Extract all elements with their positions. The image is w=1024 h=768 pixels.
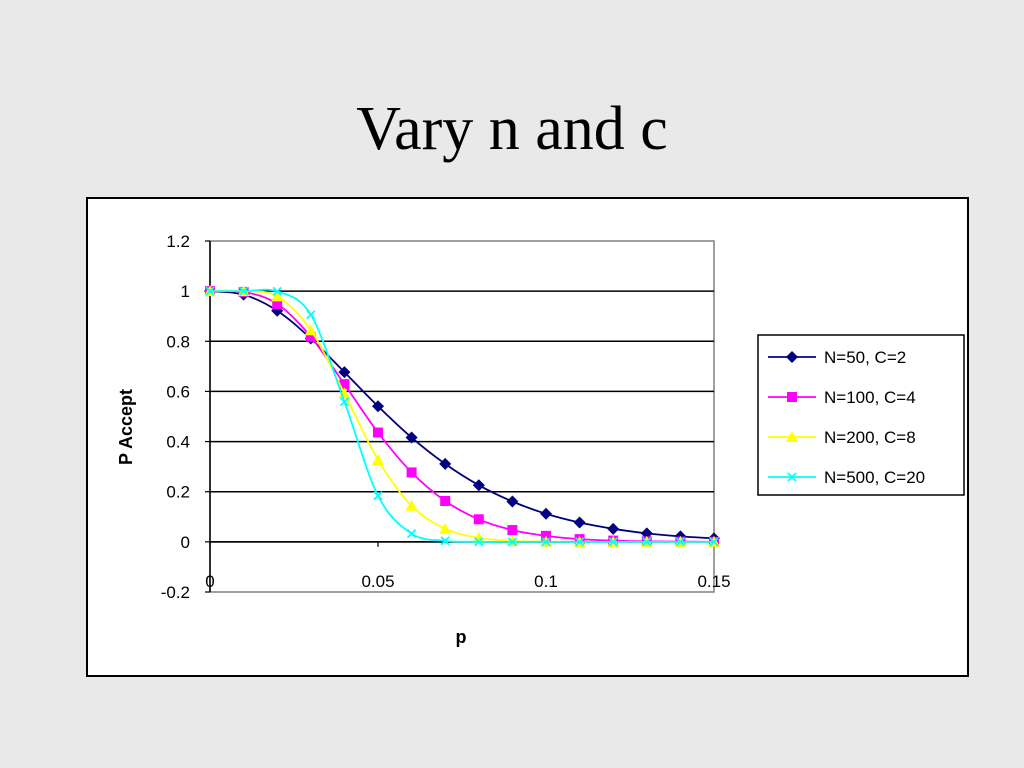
y-tick-label: 0.2 [166,483,190,502]
data-point [507,537,518,547]
data-point [709,537,719,547]
y-tick-label: 0.6 [166,382,190,401]
data-point [608,537,618,547]
data-point [506,495,519,508]
data-point [440,495,451,506]
x-tick-label: 0 [205,572,214,591]
data-point [406,467,417,478]
data-point [272,286,282,297]
data-point [272,298,283,309]
series-line [209,290,715,540]
y-tick-label: 0.8 [166,332,190,351]
legend-item: N=500, C=20 [768,468,925,487]
data-point [271,290,284,302]
legend-item: N=200, C=8 [768,428,916,447]
legend-label: N=100, C=4 [824,388,916,407]
y-tick-label: 1 [181,282,190,301]
data-point [205,286,215,296]
data-point [574,537,585,547]
data-point [339,379,350,390]
x-axis-label: p [456,627,467,647]
data-point [506,534,519,546]
legend-label: N=200, C=8 [824,428,916,447]
data-point [541,537,551,547]
data-point [373,491,383,501]
data-point [304,324,317,336]
y-axis-label: P Accept [116,389,136,465]
data-point [238,286,249,296]
x-tick-label: 0.15 [697,572,730,591]
data-point [405,431,418,444]
data-point [372,400,384,413]
data-point [642,537,652,547]
legend-label: N=500, C=20 [824,468,925,487]
legend-marker [786,351,798,363]
data-point [439,522,452,534]
line-chart: 1.2 1 0.8 0.6 0.4 0.2 0 -0.2 0 0.05 0.1 0.15 P Acce… [116,232,965,647]
data-point [440,536,450,546]
slide-title: Vary n and c [356,95,668,163]
data-point [305,331,316,342]
data-point [607,522,620,535]
data-point [474,537,484,547]
data-point [373,427,383,438]
data-point [640,527,653,540]
legend-marker [786,431,798,442]
data-point [338,366,351,379]
series-4 [205,286,719,547]
legend-marker [787,392,797,402]
legend-label: N=50, C=2 [824,348,906,367]
data-point [339,397,350,407]
legend: N=50, C=2 N=100, C=4 N=200, C=8 N=500, C=20 [757,334,965,496]
x-tick-label: 0.05 [361,572,394,591]
data-point [675,537,686,547]
series-line [209,288,714,543]
chart-frame: 1.2 1 0.8 0.6 0.4 0.2 0 -0.2 0 0.05 0.1 0.15 P Acce… [86,197,969,677]
data-point [473,514,484,525]
data-point [472,479,485,492]
data-point [406,528,417,539]
y-tick-label: -0.2 [161,583,190,602]
data-point [573,516,586,529]
legend-item: N=100, C=4 [768,388,916,407]
data-point [507,525,518,536]
data-point [439,457,452,470]
x-tick-label: 0.1 [534,572,558,591]
plot-area [209,240,715,593]
data-point [540,507,552,520]
data-point [405,499,418,511]
data-point [372,453,384,465]
y-tick-label: 1.2 [166,232,190,251]
legend-item: N=50, C=2 [768,348,906,367]
y-tick-label: 0.4 [166,433,190,452]
legend-marker [787,472,797,482]
y-tick-label: 0 [181,533,190,552]
data-point [306,310,316,320]
